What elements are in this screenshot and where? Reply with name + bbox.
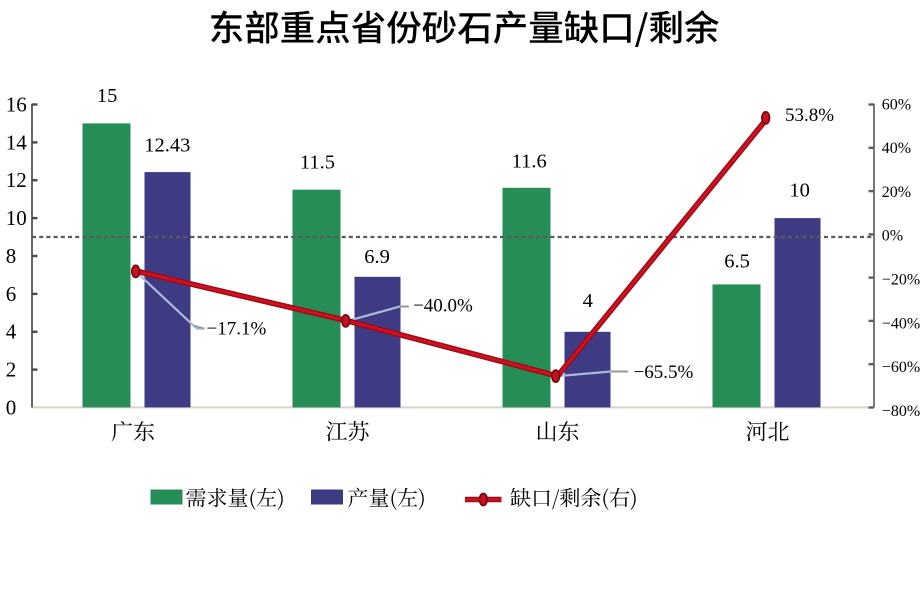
svg-text:4: 4 — [583, 290, 593, 312]
svg-text:−40.0%: −40.0% — [413, 296, 473, 317]
svg-text:0: 0 — [6, 395, 16, 419]
svg-text:6.5: 6.5 — [724, 251, 750, 273]
svg-text:10: 10 — [789, 179, 810, 201]
svg-text:6.9: 6.9 — [364, 246, 390, 268]
svg-text:10: 10 — [6, 206, 27, 230]
svg-text:12: 12 — [6, 168, 27, 192]
svg-text:53.8%: 53.8% — [785, 105, 834, 126]
svg-text:40%: 40% — [882, 140, 911, 157]
svg-text:−60%: −60% — [882, 359, 920, 376]
svg-text:8: 8 — [6, 244, 16, 268]
svg-text:14: 14 — [6, 130, 28, 154]
svg-text:2: 2 — [6, 358, 16, 382]
svg-text:11.5: 11.5 — [300, 152, 335, 174]
svg-text:12.43: 12.43 — [144, 135, 190, 157]
svg-text:−17.1%: −17.1% — [207, 319, 267, 340]
svg-text:−80%: −80% — [882, 403, 920, 420]
svg-text:15: 15 — [97, 85, 118, 107]
svg-text:20%: 20% — [882, 184, 911, 201]
svg-text:−20%: −20% — [882, 272, 920, 289]
svg-text:16: 16 — [6, 92, 27, 116]
svg-text:−65.5%: −65.5% — [634, 362, 694, 383]
svg-text:4: 4 — [6, 320, 17, 344]
svg-text:−40%: −40% — [882, 315, 920, 332]
svg-text:6: 6 — [6, 282, 16, 306]
svg-text:0%: 0% — [882, 228, 903, 245]
svg-text:11.6: 11.6 — [512, 150, 547, 172]
svg-text:60%: 60% — [882, 96, 911, 113]
